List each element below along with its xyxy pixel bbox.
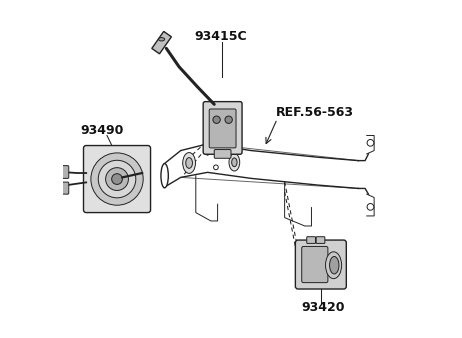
Ellipse shape xyxy=(229,153,240,171)
FancyBboxPatch shape xyxy=(203,102,242,154)
Circle shape xyxy=(106,168,128,190)
Ellipse shape xyxy=(183,152,195,173)
Circle shape xyxy=(367,140,374,146)
FancyBboxPatch shape xyxy=(209,109,236,148)
Ellipse shape xyxy=(158,38,164,41)
Circle shape xyxy=(225,116,232,123)
Circle shape xyxy=(213,116,220,123)
Ellipse shape xyxy=(231,158,237,167)
Circle shape xyxy=(213,165,218,170)
Ellipse shape xyxy=(329,257,339,274)
Ellipse shape xyxy=(326,252,341,279)
FancyBboxPatch shape xyxy=(316,237,325,243)
Ellipse shape xyxy=(186,158,193,168)
FancyBboxPatch shape xyxy=(61,182,69,194)
Circle shape xyxy=(98,160,136,198)
FancyBboxPatch shape xyxy=(295,240,346,289)
FancyBboxPatch shape xyxy=(302,246,328,283)
Text: 93490: 93490 xyxy=(80,124,124,137)
Text: REF.56-563: REF.56-563 xyxy=(276,106,354,119)
Circle shape xyxy=(367,203,374,210)
Text: 93420: 93420 xyxy=(301,300,345,314)
FancyBboxPatch shape xyxy=(61,166,69,178)
Ellipse shape xyxy=(161,164,168,188)
FancyBboxPatch shape xyxy=(84,146,151,213)
FancyBboxPatch shape xyxy=(214,149,231,158)
Circle shape xyxy=(91,153,143,205)
FancyBboxPatch shape xyxy=(307,237,316,243)
Circle shape xyxy=(112,174,122,185)
Polygon shape xyxy=(152,31,171,54)
Text: 93415C: 93415C xyxy=(195,30,247,43)
